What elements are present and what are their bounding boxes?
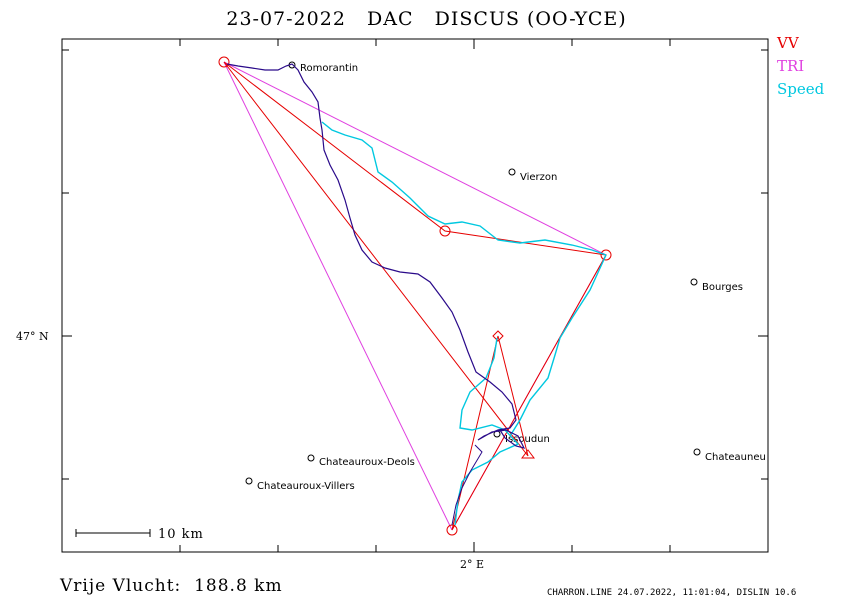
longitude-label: 2° E — [460, 558, 484, 571]
speed-track-north — [321, 121, 607, 256]
free-flight-label: Vrije Vlucht: — [60, 576, 182, 596]
scale-label: 10 km — [158, 527, 204, 542]
legend-tri: TRI — [777, 57, 805, 75]
legend-vv: VV — [777, 34, 799, 52]
town-label-vierzon: Vierzon — [520, 172, 557, 183]
vv-finish-marker — [521, 449, 535, 459]
town-label-romorantin: Romorantin — [300, 63, 358, 74]
map-title: 23-07-2022 DAC DISCUS (OO-YCE) — [0, 8, 853, 30]
vv-turnpoint-2 — [439, 225, 451, 237]
glider-name: DISCUS (OO-YCE) — [434, 8, 627, 30]
town-label-chateauroux-villers: Chateauroux-Villers — [257, 481, 355, 492]
club-name: DAC — [367, 8, 414, 30]
town-label-issoudun: Issoudun — [505, 434, 550, 445]
town-label-bourges: Bourges — [702, 282, 743, 293]
legend-speed: Speed — [777, 80, 825, 98]
flight-track — [226, 63, 526, 449]
town-marker-bourges — [690, 278, 698, 286]
flight-date: 23-07-2022 — [226, 8, 346, 30]
vv-route — [223, 61, 607, 531]
town-marker-chateauroux-deols — [307, 454, 315, 462]
vv-turnpoint-3 — [600, 249, 612, 261]
free-flight-summary: Vrije Vlucht: 188.8 km — [60, 576, 283, 596]
flight-track-final — [451, 444, 483, 526]
vv-turnpoint-1 — [218, 56, 230, 68]
tri-line-west — [223, 61, 453, 531]
free-flight-distance: 188.8 km — [194, 576, 283, 596]
scale-bar: 10 km — [75, 527, 204, 542]
town-marker-chateauneu — [693, 448, 701, 456]
map-frame — [61, 38, 769, 553]
footer-info: CHARRON.LINE 24.07.2022, 11:01:04, DISLI… — [547, 588, 797, 598]
vv-start-marker — [492, 330, 504, 342]
town-label-chateauneu: Chateauneu — [705, 452, 766, 463]
town-marker-chateauroux-villers — [245, 477, 253, 485]
latitude-label: 47° N — [16, 330, 49, 343]
tri-line-north — [223, 61, 607, 256]
town-label-chateauroux-deols: Chateauroux-Deols — [319, 457, 415, 468]
town-marker-vierzon — [508, 168, 516, 176]
axis-ticks — [62, 39, 768, 552]
speed-track-east — [509, 254, 607, 437]
town-markers: Romorantin Vierzon Bourges Issoudun Chat… — [245, 61, 766, 492]
speed-track-south — [454, 337, 520, 526]
